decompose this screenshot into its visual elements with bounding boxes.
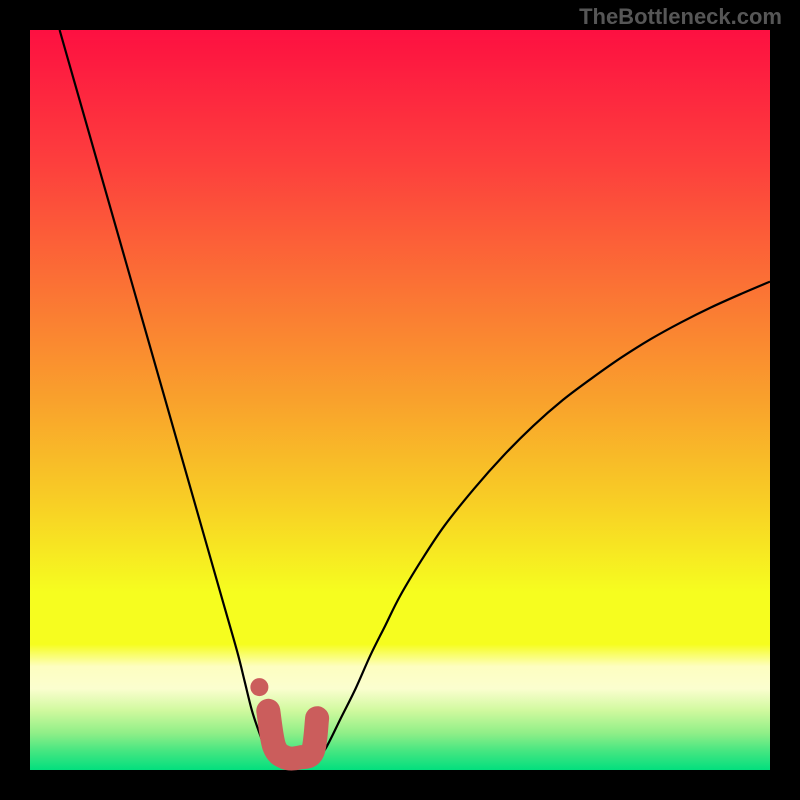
chart-container: TheBottleneck.com [0,0,800,800]
chart-svg [0,0,800,800]
watermark-text: TheBottleneck.com [579,4,782,30]
